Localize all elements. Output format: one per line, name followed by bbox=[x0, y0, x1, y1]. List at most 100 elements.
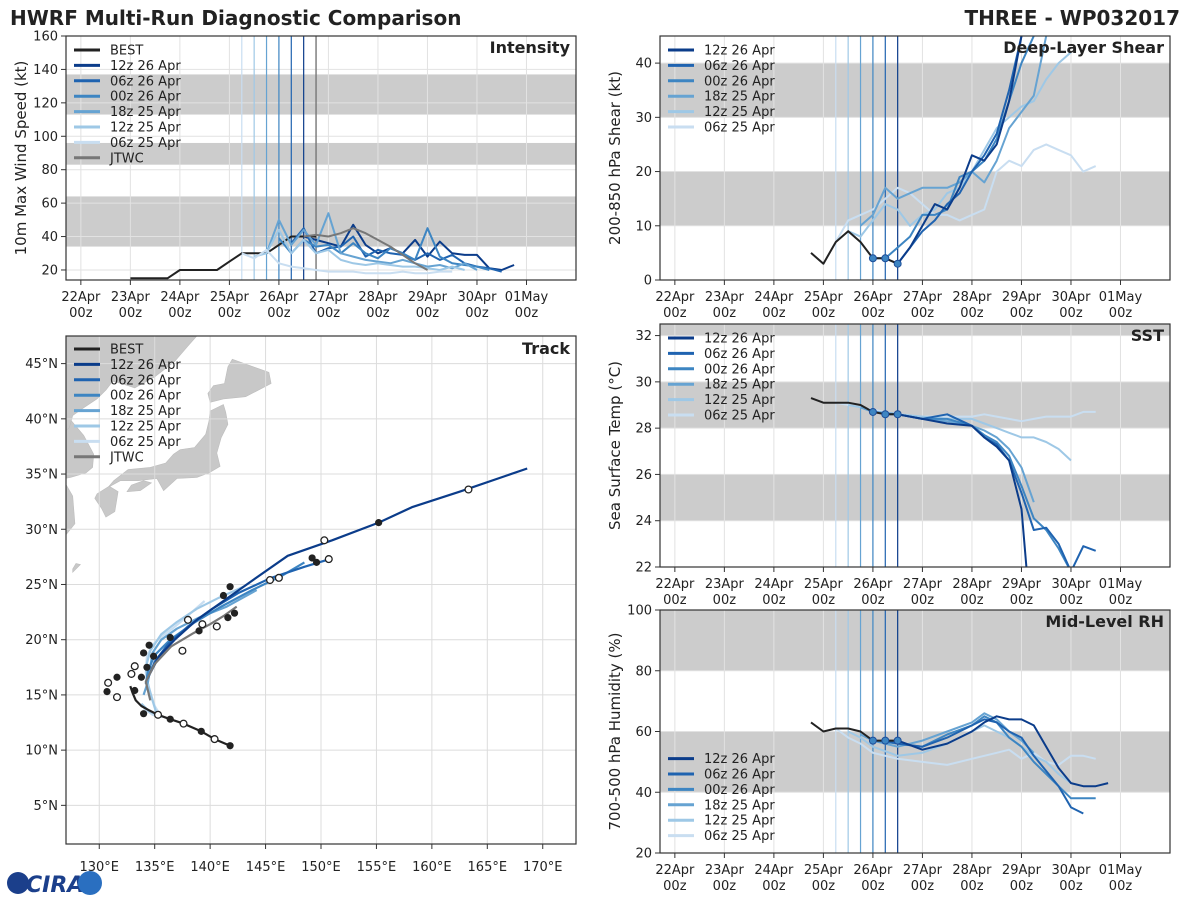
intensity-legend-label-00z-26-apr: 00z 26 Apr bbox=[110, 90, 181, 105]
shear-marker-2 bbox=[893, 259, 902, 268]
sst-series-12z-26-apr bbox=[897, 413, 1028, 567]
intensity-xtick-label-0: 22Apr bbox=[61, 290, 101, 305]
shear-legend-label-06z-26-apr: 06z 26 Apr bbox=[704, 59, 775, 74]
shear-plot-area bbox=[660, 36, 1170, 280]
track-series-12z-26-apr bbox=[149, 467, 528, 674]
shear-frame bbox=[659, 35, 1171, 281]
track-xtick-label-145: 145°E bbox=[246, 860, 286, 875]
intensity-legend-label-jtwc: JTWC bbox=[109, 151, 144, 166]
intensity-title: Intensity bbox=[490, 38, 571, 57]
rh-legend-label-06z-25-apr: 06z 25 Apr bbox=[704, 829, 775, 844]
rh-ytick-label-100: 100 bbox=[627, 604, 652, 619]
track-legend-label-06z-25-apr: 06z 25 Apr bbox=[110, 435, 181, 450]
intensity-plot-area bbox=[66, 36, 576, 280]
japan-kyushu-land bbox=[94, 485, 119, 518]
shear-title: Deep-Layer Shear bbox=[1003, 38, 1164, 57]
track-point-open-14 bbox=[320, 536, 329, 545]
track-point-filled-1 bbox=[197, 727, 205, 735]
shear-xtick-label-3: 25Apr bbox=[804, 290, 844, 305]
shear-xtick-sub-3: 00z bbox=[812, 306, 836, 321]
sst-xtick-label-2: 24Apr bbox=[754, 577, 794, 592]
rh-xtick-sub-2: 00z bbox=[762, 879, 786, 894]
track-ytick-label-40: 40°N bbox=[25, 412, 58, 427]
shear-xtick-label-2: 24Apr bbox=[754, 290, 794, 305]
asia-mainland-land bbox=[66, 336, 198, 536]
intensity-xtick-label-3: 25Apr bbox=[210, 290, 250, 305]
track-ytick-label-10: 10°N bbox=[25, 744, 58, 759]
track-point-filled-10 bbox=[149, 652, 158, 660]
sst-xtick-label-3: 25Apr bbox=[804, 577, 844, 592]
intensity-frame bbox=[65, 35, 577, 281]
sst-ylabel: Sea Surface Temp (°C) bbox=[606, 361, 624, 530]
intensity-ytick-label-160: 160 bbox=[33, 30, 58, 45]
rh-xtick-sub-9: 00z bbox=[1109, 879, 1133, 894]
shear-xtick-sub-8: 00z bbox=[1059, 306, 1083, 321]
rh-legend-label-12z-26-apr: 12z 26 Apr bbox=[704, 752, 775, 767]
rh-xtick-label-3: 25Apr bbox=[804, 863, 844, 878]
track-point-open-5 bbox=[127, 669, 136, 678]
sst-xtick-sub-9: 00z bbox=[1109, 593, 1133, 608]
track-point-filled-8 bbox=[143, 663, 151, 671]
track-legend-label-best: BEST bbox=[110, 343, 143, 358]
track-legend-label-12z-25-apr: 12z 25 Apr bbox=[110, 420, 181, 435]
rh-xtick-label-7: 29Apr bbox=[1002, 863, 1042, 878]
track-point-filled-18 bbox=[308, 554, 316, 562]
rh-xtick-sub-0: 00z bbox=[663, 879, 687, 894]
shear-ylabel: 200-850 hPa Shear (kt) bbox=[606, 71, 624, 245]
intensity-series-00z-26-apr bbox=[278, 227, 490, 271]
shear-ytick-label-0: 0 bbox=[644, 274, 652, 289]
sst-legend-label-12z-25-apr: 12z 25 Apr bbox=[704, 393, 775, 408]
intensity-series-12z-25-apr bbox=[253, 228, 465, 271]
track-point-filled-20 bbox=[375, 519, 383, 527]
shear-xtick-sub-1: 00z bbox=[713, 306, 737, 321]
sst-shade-band-1 bbox=[660, 381, 1170, 429]
intensity-ytick-label-120: 120 bbox=[33, 96, 58, 111]
track-point-filled-6 bbox=[131, 686, 139, 695]
japan-shikoku-land bbox=[126, 480, 153, 493]
shear-shade-band-1 bbox=[660, 63, 1170, 118]
intensity-ytick-label-100: 100 bbox=[33, 130, 58, 145]
intensity-ytick-label-20: 20 bbox=[41, 263, 58, 278]
intensity-ylabel: 10m Max Wind Speed (kt) bbox=[12, 61, 30, 256]
logo-globe-icon bbox=[7, 872, 29, 894]
intensity-legend-label-06z-25-apr: 06z 25 Apr bbox=[110, 136, 181, 151]
sst-legend-label-00z-26-apr: 00z 26 Apr bbox=[704, 362, 775, 377]
track-point-open-3 bbox=[112, 693, 122, 702]
rh-series-06z-25-apr bbox=[835, 727, 1096, 766]
ryukyu-land bbox=[72, 563, 81, 574]
track-point-open-9 bbox=[198, 620, 207, 629]
intensity-series-06z-25-apr bbox=[241, 248, 453, 275]
sst-legend-label-06z-25-apr: 06z 25 Apr bbox=[704, 409, 775, 424]
rh-plot-area bbox=[660, 610, 1170, 853]
track-xtick-label-150: 150°E bbox=[301, 860, 341, 875]
rh-xtick-sub-6: 00z bbox=[960, 879, 984, 894]
intensity-xtick-label-4: 26Apr bbox=[259, 290, 299, 305]
sst-xtick-label-1: 23Apr bbox=[705, 577, 745, 592]
sst-xtick-label-9: 01May bbox=[1099, 577, 1143, 592]
track-point-filled-16 bbox=[219, 591, 228, 600]
shear-legend-label-12z-25-apr: 12z 25 Apr bbox=[704, 105, 775, 120]
track-ytick-label-25: 25°N bbox=[25, 578, 58, 593]
sst-marker-0 bbox=[868, 407, 877, 416]
shear-marker-1 bbox=[881, 254, 890, 263]
track-point-open-13 bbox=[324, 555, 333, 564]
track-point-open-0 bbox=[210, 735, 219, 744]
rh-xtick-label-4: 26Apr bbox=[853, 863, 893, 878]
sst-marker-2 bbox=[893, 410, 902, 419]
intensity-series-jtwc bbox=[303, 227, 428, 271]
rh-title: Mid-Level RH bbox=[1045, 612, 1164, 631]
track-point-filled-0 bbox=[226, 742, 234, 750]
intensity-xtick-label-9: 01May bbox=[505, 290, 549, 305]
storm-id: THREE - WP032017 bbox=[964, 6, 1180, 30]
shear-xtick-sub-5: 00z bbox=[911, 306, 935, 321]
shear-xtick-sub-4: 00z bbox=[861, 306, 885, 321]
sst-xtick-label-6: 28Apr bbox=[952, 577, 992, 592]
intensity-xtick-sub-2: 00z bbox=[168, 306, 192, 321]
sst-xtick-label-8: 30Apr bbox=[1051, 577, 1091, 592]
track-ytick-label-5: 5°N bbox=[34, 799, 59, 814]
intensity-xtick-sub-5: 00z bbox=[317, 306, 341, 321]
sst-legend-label-12z-26-apr: 12z 26 Apr bbox=[704, 332, 775, 347]
sst-ytick-label-32: 32 bbox=[635, 329, 652, 344]
japan-hokkaido-land bbox=[207, 358, 272, 403]
intensity-shade-band-2 bbox=[66, 74, 576, 115]
